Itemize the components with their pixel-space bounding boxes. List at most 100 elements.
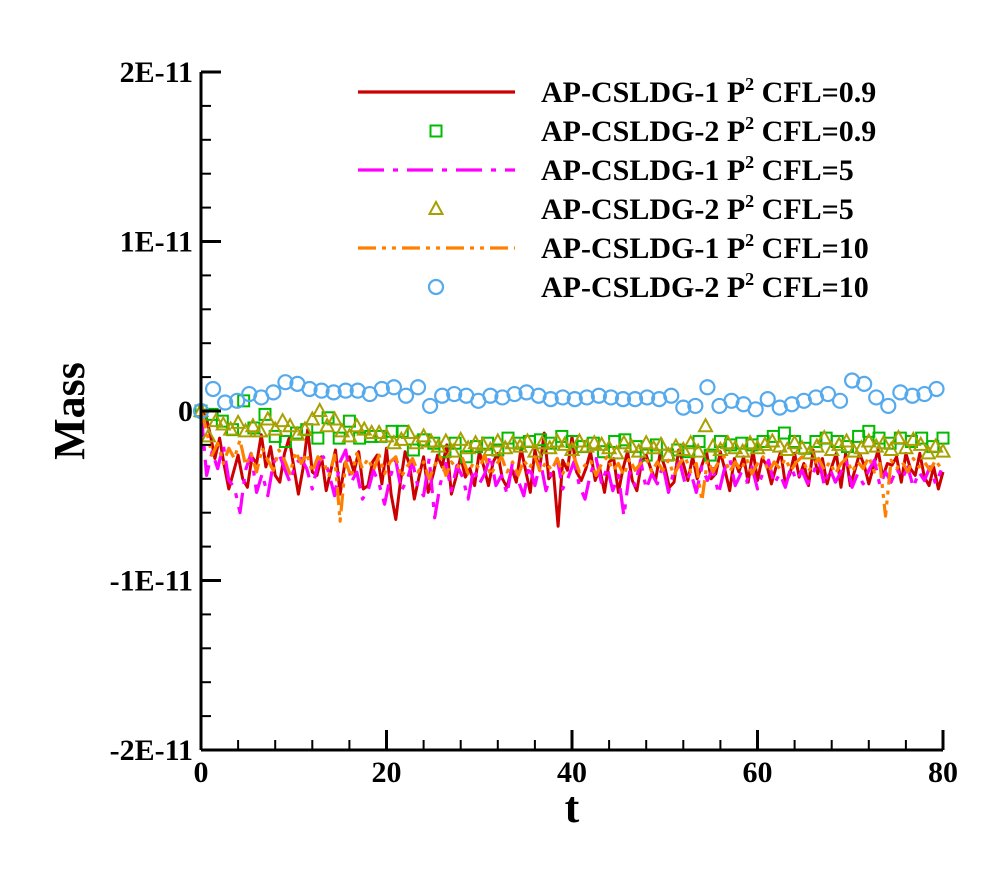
series-4-point: [400, 423, 417, 440]
legend-item-4: AP-CSLDG-2 P2 CFL=5: [427, 191, 854, 226]
series-4-point: [875, 434, 892, 450]
series-4-point: [452, 430, 469, 446]
series-4-point: [348, 417, 365, 433]
series-4-point: [252, 422, 269, 438]
series-4-point: [912, 435, 929, 451]
series-4-point: [615, 434, 633, 450]
series-2-point: [258, 407, 272, 421]
series-4-point: [816, 429, 833, 445]
legend-item-6: AP-CSLDG-2 P2 CFL=10: [427, 269, 869, 304]
series-4-point: [734, 442, 751, 458]
series-4-point: [333, 422, 351, 438]
series-4-point: [311, 401, 328, 417]
series-4-point: [682, 434, 699, 450]
y-tick-label: -2E-11: [110, 734, 193, 767]
series-6-point: [204, 380, 222, 398]
series-4-point: [281, 417, 299, 433]
series-6-point: [856, 375, 873, 392]
series-4-point: [593, 435, 610, 451]
series-4-point: [808, 437, 826, 453]
series-6-point: [747, 401, 764, 418]
series-4-point: [764, 432, 781, 448]
x-tick-label: 60: [743, 756, 773, 789]
series-6: [192, 372, 945, 420]
series-6-point: [446, 385, 463, 403]
series-6-point: [614, 391, 632, 408]
y-tick-label: -1E-11: [110, 565, 193, 598]
series-6-point: [602, 389, 620, 406]
series-4-point: [860, 432, 877, 448]
legend-swatch: [429, 124, 443, 138]
series-4-point: [422, 432, 440, 448]
series-6-point: [868, 389, 885, 406]
series-4-point: [229, 413, 247, 429]
x-tick-label: 80: [928, 756, 958, 789]
series-4-point: [467, 434, 484, 450]
series-4-point: [630, 442, 647, 458]
series-4-point: [927, 437, 944, 453]
series-6-point: [265, 384, 282, 401]
x-axis-title: t: [565, 783, 580, 832]
x-tick-label: 0: [194, 756, 209, 789]
y-tick-label: 0: [178, 395, 193, 428]
series-6-point: [421, 397, 439, 415]
series-4-point: [215, 415, 232, 431]
series-6-point: [301, 380, 318, 398]
series-4-point: [519, 432, 536, 448]
series-6-point: [506, 385, 523, 403]
series-4-point: [689, 442, 707, 458]
series-4-point: [474, 435, 492, 451]
plot-area: [192, 372, 952, 528]
series-4-point: [489, 432, 506, 448]
series-4-point: [415, 427, 432, 443]
series-6-point: [687, 397, 704, 415]
series-6-point: [542, 391, 559, 408]
series-4-point: [741, 434, 759, 450]
series-5: [199, 410, 943, 523]
legend-item-3: AP-CSLDG-1 P2 CFL=5: [358, 152, 854, 187]
series-6-point: [831, 392, 849, 409]
series-4-point: [608, 444, 625, 460]
legend-label: AP-CSLDG-1 P2 CFL=5: [541, 152, 854, 187]
series-4-point: [548, 432, 566, 448]
series-4-point: [638, 434, 655, 450]
legend: AP-CSLDG-1 P2 CFL=0.9 AP-CSLDG-2 P2 CFL=0…: [358, 74, 876, 304]
series-4-point: [697, 417, 714, 433]
series-4-point: [445, 442, 462, 458]
legend-swatch: [427, 199, 445, 215]
legend-label: AP-CSLDG-2 P2 CFL=0.9: [541, 113, 876, 148]
series-4-point: [600, 439, 618, 455]
series-4-point: [259, 410, 276, 426]
series-6-point: [434, 387, 451, 404]
series-4-point: [534, 434, 551, 450]
series-6-point: [675, 399, 692, 416]
series-4-point: [786, 434, 803, 450]
legend-item-2: AP-CSLDG-2 P2 CFL=0.9: [429, 113, 876, 148]
series-2-point: [777, 426, 791, 440]
series-4-point: [563, 440, 581, 456]
y-tick-label: 1E-11: [120, 226, 193, 259]
series-4-point: [727, 439, 744, 455]
series-6-point: [578, 389, 595, 406]
series-4-point: [556, 435, 573, 451]
series-5-line: [199, 410, 943, 523]
series-2-point: [597, 445, 611, 459]
series-4-point: [207, 412, 225, 428]
series-2-point: [311, 431, 325, 445]
series-6-point: [759, 391, 776, 408]
series-6-point: [819, 385, 837, 403]
series-2-point: [862, 424, 876, 438]
series-4-point: [882, 440, 900, 456]
x-tick-label: 20: [372, 756, 402, 789]
series-4-point: [838, 432, 855, 448]
y-tick-label: 2E-11: [120, 56, 193, 89]
series-6-point: [313, 382, 330, 399]
legend-item-1: AP-CSLDG-1 P2 CFL=0.9: [358, 74, 876, 109]
series-4-point: [652, 435, 670, 451]
y-axis-title: Mass: [45, 362, 94, 460]
series-4: [192, 401, 952, 462]
series-2-point: [406, 443, 420, 457]
x-tick-label: 40: [557, 756, 587, 789]
